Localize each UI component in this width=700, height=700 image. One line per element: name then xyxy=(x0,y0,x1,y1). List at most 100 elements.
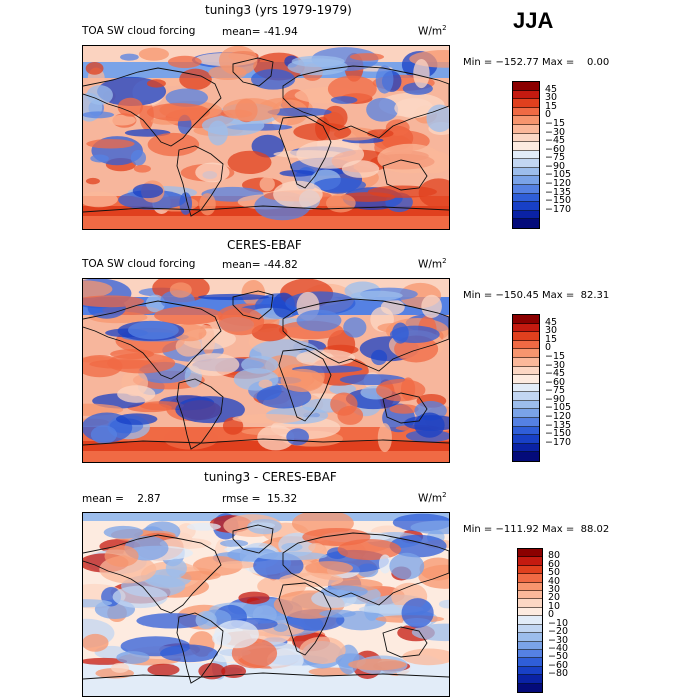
colorbar-swatch xyxy=(518,666,542,676)
coastline xyxy=(232,524,274,554)
panel-3-colorbar xyxy=(517,548,543,693)
panel-3-units-exp: 2 xyxy=(442,491,447,499)
panel-2-map xyxy=(82,278,450,463)
colorbar-swatch xyxy=(518,624,542,634)
colorbar-swatch xyxy=(518,616,542,625)
panel-2-title: CERES-EBAF xyxy=(227,238,302,252)
colorbar-swatch xyxy=(518,574,542,583)
colorbar-tick-label: 20 xyxy=(548,592,561,604)
coastline xyxy=(83,300,222,380)
colorbar-swatch xyxy=(518,565,542,575)
colorbar-tick-label: −135 xyxy=(545,186,572,198)
colorbar-swatch xyxy=(518,591,542,600)
colorbar-tick-label: −20 xyxy=(548,626,569,638)
colorbar-swatch xyxy=(513,366,539,376)
colorbar-tick-label: −30 xyxy=(548,634,569,646)
colorbar-tick-label: −15 xyxy=(545,117,566,129)
colorbar-swatch xyxy=(513,185,539,194)
coastline xyxy=(382,159,428,191)
colorbar-swatch xyxy=(518,607,542,617)
season-label: JJA xyxy=(513,8,554,33)
colorbar-tick-label: −105 xyxy=(545,402,572,414)
panel-1-minmax: Min = −152.77 Max = 0.00 xyxy=(463,57,610,68)
colorbar-tick-label: 15 xyxy=(545,100,558,112)
colorbar-tick-label: −15 xyxy=(545,350,566,362)
colorbar-swatch xyxy=(513,323,539,333)
colorbar-swatch xyxy=(518,549,542,558)
colorbar-swatch xyxy=(513,167,539,177)
colorbar-swatch xyxy=(513,435,539,444)
colorbar-swatch xyxy=(513,82,539,91)
panel-1-units-base: W/m xyxy=(418,25,443,38)
coastline xyxy=(282,532,449,606)
colorbar-swatch xyxy=(518,633,542,642)
colorbar-swatch xyxy=(513,90,539,100)
colorbar-tick-label: 50 xyxy=(548,567,561,579)
colorbar-swatch xyxy=(513,159,539,168)
colorbar-tick-label: 45 xyxy=(545,83,558,95)
colorbar-swatch xyxy=(513,340,539,350)
colorbar-swatch xyxy=(513,124,539,134)
colorbar-swatch xyxy=(513,150,539,160)
colorbar-tick-label: −150 xyxy=(545,428,572,440)
colorbar-tick-label: −80 xyxy=(548,668,569,680)
panel-2-units: W/m2 xyxy=(418,257,447,271)
coastline xyxy=(232,290,274,320)
colorbar-swatch xyxy=(513,176,539,186)
colorbar-tick-label: −75 xyxy=(545,152,566,164)
colorbar-swatch xyxy=(513,219,539,228)
colorbar-tick-label: −150 xyxy=(545,195,572,207)
colorbar-tick-label: 30 xyxy=(548,584,561,596)
colorbar-swatch xyxy=(513,383,539,393)
colorbar-swatch xyxy=(518,683,542,692)
colorbar-swatch xyxy=(513,107,539,117)
colorbar-tick-label: 60 xyxy=(548,558,561,570)
colorbar-swatch xyxy=(518,641,542,650)
colorbar-tick-label: −135 xyxy=(545,419,572,431)
colorbar-tick-label: −60 xyxy=(545,376,566,388)
colorbar-swatch xyxy=(513,332,539,341)
coastline xyxy=(176,612,224,684)
panel-2-colorbar xyxy=(512,314,540,462)
colorbar-tick-label: −50 xyxy=(548,651,569,663)
colorbar-swatch xyxy=(513,116,539,125)
panel-2-mean: mean= -44.82 xyxy=(222,259,298,271)
colorbar-tick-label: −170 xyxy=(545,203,572,215)
panel-1-title: tuning3 (yrs 1979-1979) xyxy=(205,3,352,17)
colorbar-tick-label: 30 xyxy=(545,325,558,337)
coastline xyxy=(278,348,332,422)
colorbar-swatch xyxy=(513,315,539,324)
coastline xyxy=(232,57,274,87)
panel-1-map xyxy=(82,45,450,230)
colorbar-tick-label: −170 xyxy=(545,436,572,448)
colorbar-swatch xyxy=(518,557,542,566)
panel-3-map xyxy=(82,512,450,697)
panel-1-field-label: TOA SW cloud forcing xyxy=(82,25,196,37)
colorbar-swatch xyxy=(513,375,539,384)
coastline xyxy=(382,626,428,658)
coastline xyxy=(382,392,428,424)
colorbar-swatch xyxy=(513,400,539,410)
colorbar-tick-label: −90 xyxy=(545,393,566,405)
coastline xyxy=(282,298,449,372)
colorbar-tick-label: −45 xyxy=(545,368,566,380)
map-field xyxy=(83,279,449,462)
colorbar-tick-label: 10 xyxy=(548,600,561,612)
colorbar-swatch xyxy=(513,202,539,211)
colorbar-tick-label: −45 xyxy=(545,135,566,147)
panel-2-units-base: W/m xyxy=(418,258,443,271)
colorbar-swatch xyxy=(513,452,539,461)
panel-3-rmse: rmse = 15.32 xyxy=(222,493,298,505)
colorbar-swatch xyxy=(513,142,539,151)
colorbar-tick-label: 0 xyxy=(548,609,555,621)
colorbar-tick-label: −30 xyxy=(545,126,566,138)
colorbar-tick-label: −90 xyxy=(545,160,566,172)
colorbar-tick-label: −75 xyxy=(545,385,566,397)
colorbar-swatch xyxy=(518,675,542,684)
colorbar-tick-label: −10 xyxy=(548,617,569,629)
panel-2-minmax: Min = −150.45 Max = 82.31 xyxy=(463,290,610,301)
panel-1-mean: mean= -41.94 xyxy=(222,26,298,38)
colorbar-tick-label: 45 xyxy=(545,316,558,328)
colorbar-tick-label: 0 xyxy=(545,342,552,354)
colorbar-swatch xyxy=(513,418,539,427)
